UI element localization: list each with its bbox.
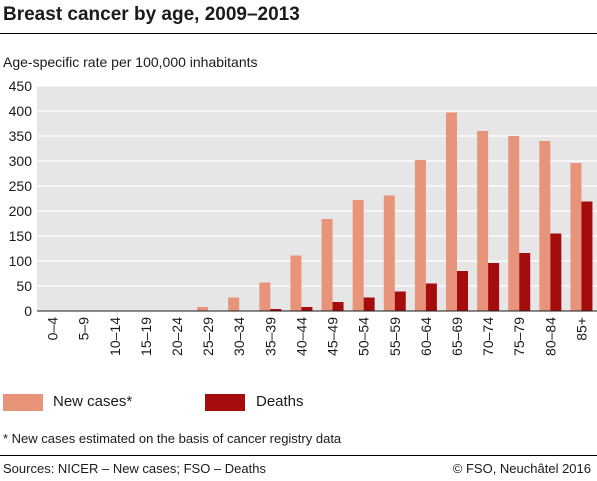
copyright-text: © FSO, Neuchâtel 2016 — [452, 461, 591, 476]
y-axis-label: Age-specific rate per 100,000 inhabitant… — [3, 54, 258, 70]
chart-title: Breast cancer by age, 2009–2013 — [3, 4, 300, 25]
bar-new-cases — [259, 282, 271, 311]
bar-new-cases — [228, 297, 240, 311]
x-tick-label: 50–54 — [356, 317, 372, 356]
bar-new-cases — [414, 160, 426, 311]
legend-swatch-new-cases — [3, 394, 43, 411]
x-tick-label: 40–44 — [293, 317, 309, 356]
bar-deaths — [394, 291, 406, 311]
title-divider — [0, 33, 597, 34]
plot-background — [37, 86, 597, 311]
bar-deaths — [457, 271, 468, 311]
legend-swatch-deaths — [205, 394, 245, 411]
y-tick-label: 450 — [9, 78, 33, 94]
x-tick-label: 0–4 — [45, 317, 61, 341]
x-tick-label: 55–59 — [387, 317, 403, 356]
x-tick-label: 75–79 — [511, 317, 527, 356]
bar-deaths — [488, 263, 500, 311]
bar-deaths — [581, 201, 593, 311]
bar-new-cases — [352, 200, 364, 311]
bar-new-cases — [446, 112, 457, 311]
y-tick-label: 0 — [24, 303, 32, 319]
y-tick-label: 100 — [9, 253, 33, 269]
x-tick-label: 10–14 — [107, 317, 123, 356]
bar-deaths — [550, 233, 562, 311]
bar-deaths — [519, 253, 531, 311]
sources-text: Sources: NICER – New cases; FSO – Deaths — [3, 461, 266, 476]
bar-deaths — [301, 307, 313, 311]
bar-deaths — [425, 283, 437, 311]
bar-deaths — [363, 297, 375, 311]
y-tick-label: 150 — [9, 228, 33, 244]
footer-divider — [0, 455, 597, 456]
x-tick-label: 70–74 — [480, 317, 496, 356]
bar-new-cases — [290, 255, 302, 311]
bar-new-cases — [539, 141, 551, 311]
bar-deaths — [332, 302, 344, 311]
bar-new-cases — [477, 131, 489, 311]
bar-new-cases — [383, 195, 395, 311]
x-tick-label: 85+ — [573, 317, 589, 341]
legend-label-deaths: Deaths — [256, 393, 304, 410]
x-tick-label: 80–84 — [542, 317, 558, 356]
x-tick-label: 15–19 — [138, 317, 154, 356]
x-tick-label: 5–9 — [76, 317, 92, 341]
footnote: * New cases estimated on the basis of ca… — [3, 431, 342, 446]
x-tick-label: 25–29 — [200, 317, 216, 356]
x-tick-label: 60–64 — [418, 317, 434, 356]
bar-new-cases — [321, 219, 333, 311]
x-tick-label: 30–34 — [231, 317, 247, 356]
y-tick-label: 400 — [9, 103, 33, 119]
x-tick-label: 65–69 — [449, 317, 465, 356]
y-tick-label: 200 — [9, 203, 33, 219]
legend-label-new-cases: New cases* — [53, 393, 133, 410]
x-tick-label: 35–39 — [262, 317, 278, 356]
y-tick-label: 350 — [9, 128, 33, 144]
bar-new-cases — [197, 307, 209, 311]
x-tick-label: 20–24 — [169, 317, 185, 356]
bar-new-cases — [508, 136, 520, 311]
y-tick-label: 250 — [9, 178, 33, 194]
y-tick-label: 50 — [16, 278, 32, 294]
bar-new-cases — [570, 163, 582, 311]
y-tick-label: 300 — [9, 153, 33, 169]
bar-deaths — [270, 309, 282, 311]
x-tick-label: 45–49 — [325, 317, 341, 356]
